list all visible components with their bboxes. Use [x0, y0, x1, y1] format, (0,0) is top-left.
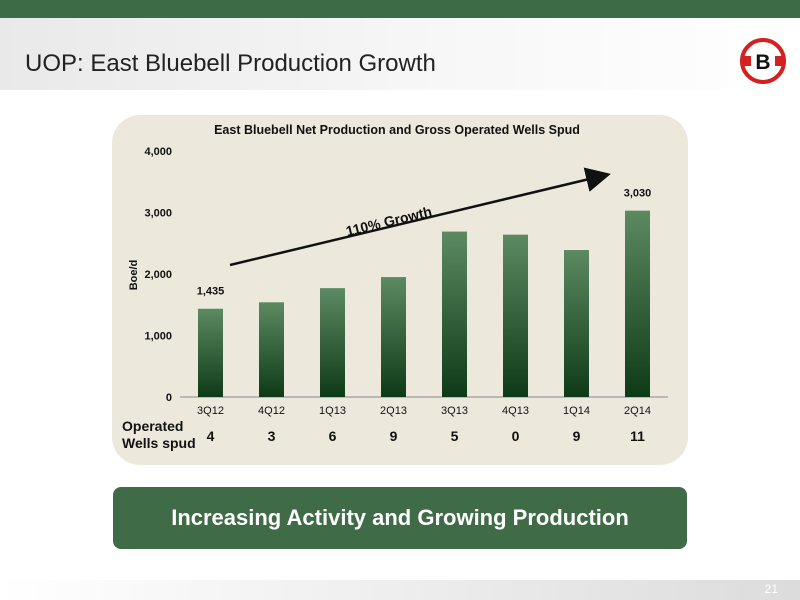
logo-letter: B [755, 51, 770, 74]
summary-banner: Increasing Activity and Growing Producti… [113, 487, 687, 549]
y-axis-label: Boe/d [128, 260, 140, 291]
bar-1Q13 [320, 288, 345, 397]
wells-spud-label: Operated Wells spud [122, 418, 196, 452]
bar-1Q14 [564, 250, 589, 397]
x-tick-label: 4Q12 [258, 405, 285, 417]
x-tick-label: 2Q13 [380, 405, 407, 417]
wells-spud-value: 9 [390, 428, 398, 444]
footer-bar [0, 580, 800, 600]
wells-spud-value: 6 [329, 428, 337, 444]
page-title: UOP: East Bluebell Production Growth [25, 50, 436, 77]
company-logo-icon: B [740, 38, 786, 84]
x-tick-label: 1Q14 [563, 405, 590, 417]
x-tick-label: 3Q13 [441, 405, 468, 417]
wells-spud-value: 0 [512, 428, 520, 444]
data-label: 3,030 [624, 188, 652, 200]
chart-title: East Bluebell Net Production and Gross O… [214, 123, 580, 137]
growth-arrow [229, 167, 611, 267]
y-tick-label: 2,000 [144, 269, 172, 281]
y-tick-label: 4,000 [144, 146, 172, 158]
bar-2Q14 [625, 210, 650, 397]
wells-spud-value: 3 [268, 428, 276, 444]
growth-annotation: 110% Growth [344, 203, 433, 239]
x-tick-label: 4Q13 [502, 405, 529, 417]
wells-spud-value: 5 [451, 428, 459, 444]
page-number: 21 [764, 582, 778, 596]
y-tick-label: 0 [166, 392, 172, 404]
bar-4Q13 [503, 234, 528, 397]
wells-label-line2: Wells spud [122, 435, 196, 451]
y-tick-label: 1,000 [144, 331, 172, 343]
title-band [0, 18, 800, 90]
bar-2Q13 [381, 277, 406, 397]
banner-text: Increasing Activity and Growing Producti… [171, 505, 629, 530]
y-tick-label: 3,000 [144, 208, 172, 220]
wells-spud-value: 11 [630, 428, 645, 444]
wells-label-line1: Operated [122, 418, 184, 434]
x-tick-label: 3Q12 [197, 405, 224, 417]
bar-3Q12 [198, 308, 223, 397]
x-tick-label: 1Q13 [319, 405, 346, 417]
x-tick-label: 2Q14 [624, 405, 651, 417]
wells-spud-value: 9 [573, 428, 581, 444]
bar-3Q13 [442, 231, 467, 397]
bar-4Q12 [259, 302, 284, 397]
data-label: 1,435 [197, 286, 225, 298]
top-accent-bar [0, 0, 800, 18]
production-chart: East Bluebell Net Production and Gross O… [128, 123, 668, 444]
wells-spud-value: 4 [207, 428, 215, 444]
